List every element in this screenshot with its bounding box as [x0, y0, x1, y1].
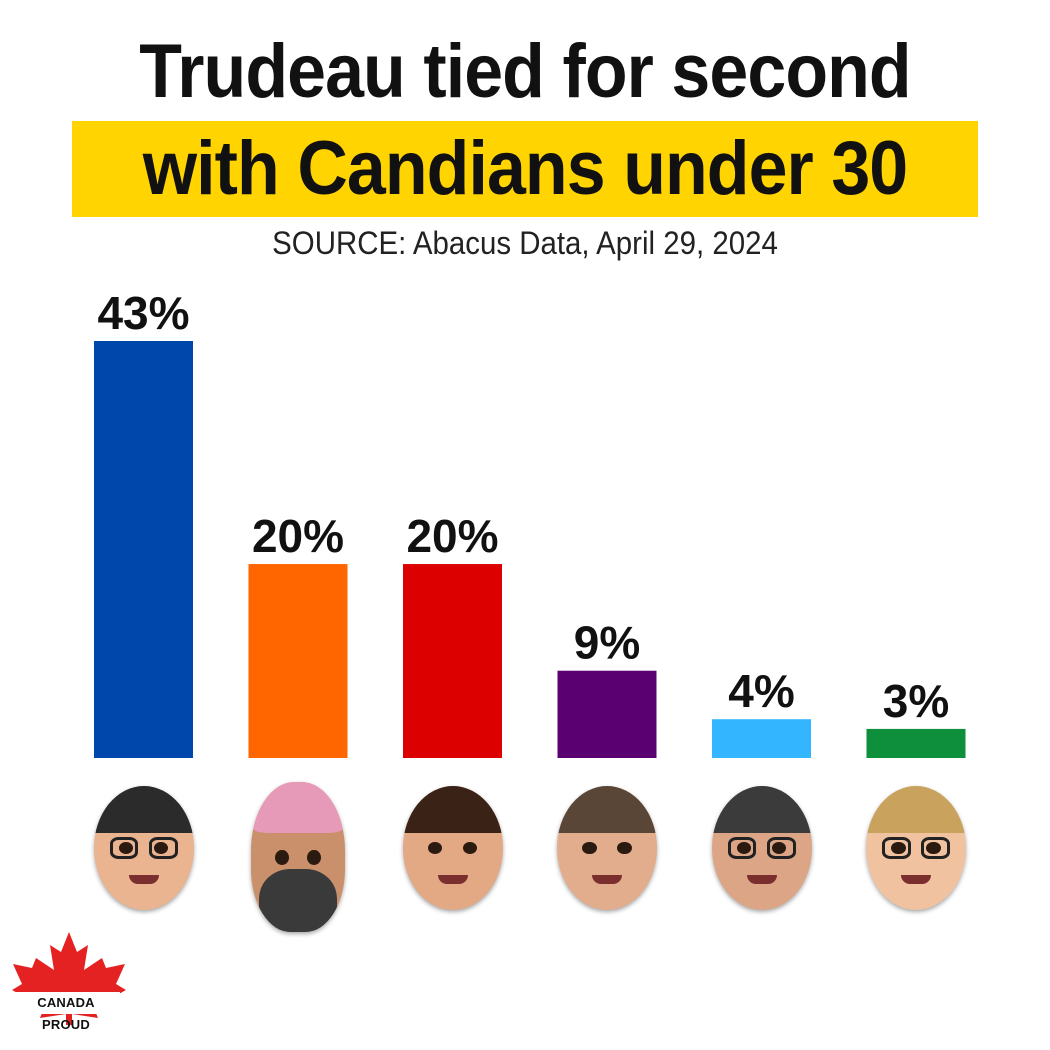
bar-2: [248, 564, 348, 758]
mouth-shape: [901, 875, 931, 884]
right-eye: [617, 841, 632, 855]
bar-value-label-5: 4%: [728, 665, 794, 717]
chart-title-line-2: with Candians under 30: [142, 126, 908, 211]
bar-3: [403, 564, 502, 758]
right-lens: [921, 836, 950, 860]
face-1-icon: [93, 786, 194, 910]
face-5-icon: [711, 786, 812, 910]
right-lens: [766, 836, 796, 860]
mouth-shape: [437, 875, 468, 884]
eyes-shape: [425, 841, 481, 855]
left-lens: [727, 836, 757, 860]
title-highlight: with Candians under 30: [72, 121, 978, 217]
chart-subtitle: SOURCE: Abacus Data, April 29, 2024: [272, 225, 778, 261]
right-eye: [307, 849, 322, 865]
left-eye: [274, 849, 289, 865]
face-3-icon: [402, 786, 503, 910]
left-lens: [882, 836, 911, 860]
bar-value-label-6: 3%: [883, 675, 949, 727]
eyes-shape: [579, 841, 635, 855]
turban-shape: [251, 782, 345, 833]
bar-value-label-3: 20%: [406, 510, 498, 562]
bar-value-label-1: 43%: [97, 287, 189, 339]
beard-shape: [258, 869, 338, 932]
face-2-icon: [251, 782, 345, 932]
hair-shape: [402, 786, 503, 834]
bar-6: [866, 728, 966, 758]
glasses-shape: [109, 836, 178, 860]
right-eye: [462, 841, 478, 855]
hair-shape: [711, 786, 812, 834]
bar-5: [712, 719, 811, 758]
glasses-shape: [882, 836, 950, 860]
left-eye: [582, 841, 597, 855]
mouth-shape: [128, 875, 159, 884]
hair-shape: [93, 786, 194, 834]
mouth-shape: [592, 875, 622, 884]
bar-1: [94, 341, 193, 758]
hair-shape: [557, 786, 657, 834]
chart-title-line-1: Trudeau tied for second: [139, 29, 911, 114]
mouth-shape: [746, 875, 777, 884]
bar-value-label-2: 20%: [252, 510, 344, 562]
eyes-shape: [272, 849, 325, 865]
left-eye: [427, 841, 443, 855]
face-4-icon: [557, 786, 657, 910]
hair-shape: [866, 786, 966, 834]
right-lens: [148, 836, 178, 860]
logo-text: CANADA PROUD: [12, 992, 120, 1032]
glasses-shape: [727, 836, 796, 860]
bar-4: [557, 670, 657, 758]
bar-value-label-4: 9%: [574, 617, 640, 669]
left-lens: [109, 836, 139, 860]
face-6-icon: [866, 786, 966, 910]
